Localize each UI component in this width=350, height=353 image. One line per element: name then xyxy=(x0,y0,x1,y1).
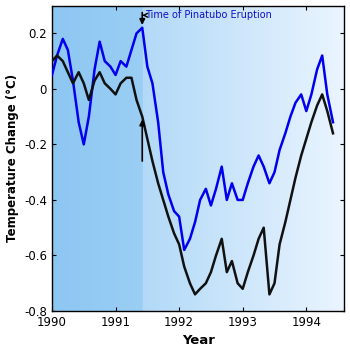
Y-axis label: Temperature Change (°C): Temperature Change (°C) xyxy=(6,74,19,243)
X-axis label: Year: Year xyxy=(182,334,215,347)
Text: Time of Pinatubo Eruption: Time of Pinatubo Eruption xyxy=(143,10,272,20)
